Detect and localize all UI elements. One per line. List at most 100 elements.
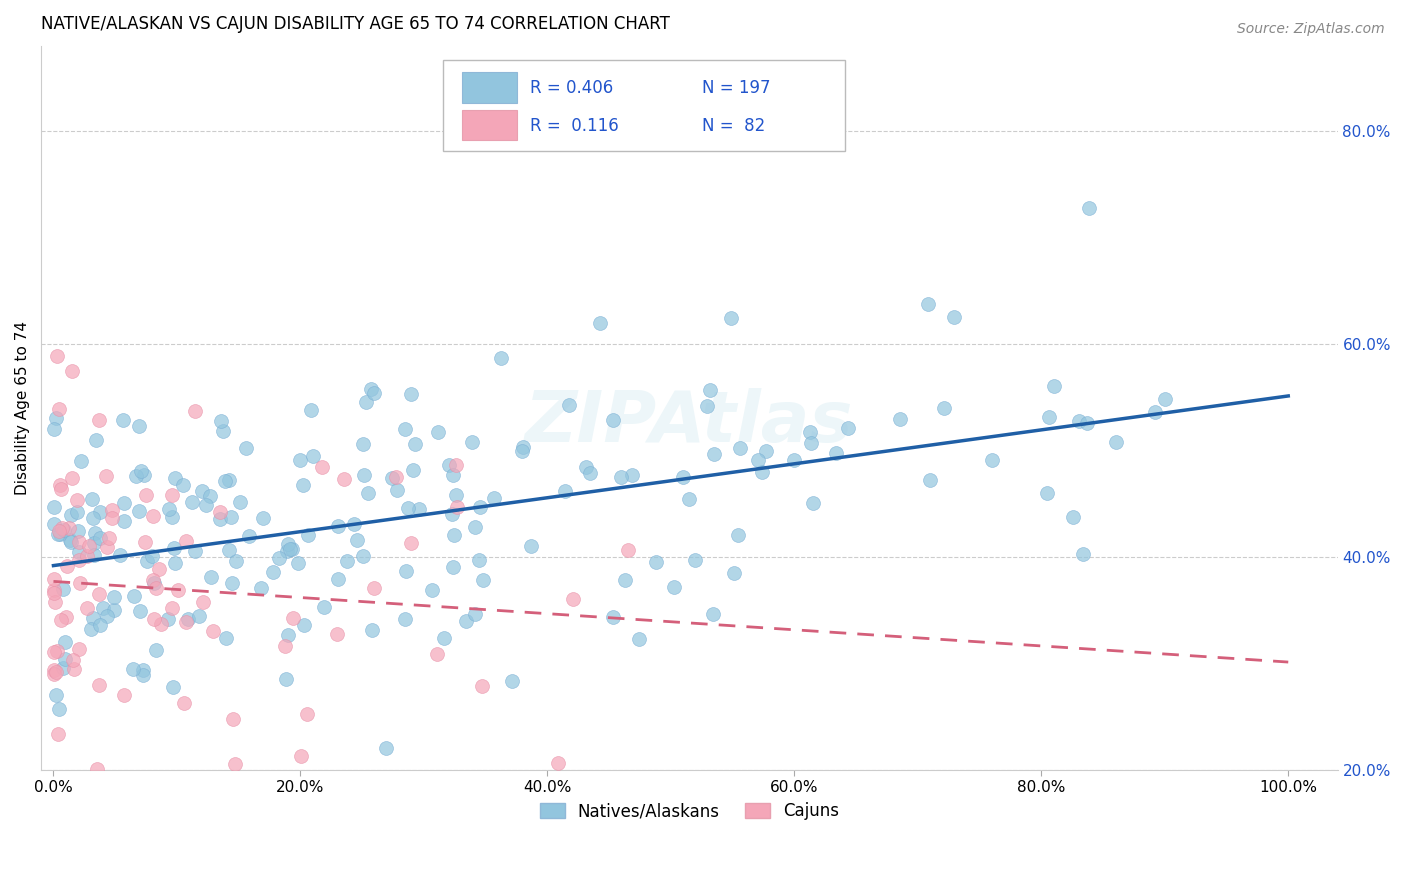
Point bbox=[44, 595, 66, 609]
Point bbox=[454, 615, 477, 629]
Point bbox=[1077, 202, 1099, 216]
Point bbox=[520, 539, 543, 553]
Point bbox=[408, 501, 430, 516]
Point bbox=[346, 533, 368, 547]
Point bbox=[471, 680, 494, 694]
Point bbox=[720, 310, 742, 325]
Point bbox=[174, 533, 197, 548]
Point bbox=[98, 532, 121, 546]
Point bbox=[163, 541, 186, 555]
Point bbox=[79, 622, 101, 636]
Point bbox=[297, 707, 319, 722]
Point bbox=[51, 483, 73, 497]
Point bbox=[1154, 392, 1177, 406]
Point bbox=[235, 441, 257, 455]
Point bbox=[920, 473, 942, 487]
Point bbox=[55, 558, 77, 573]
Point bbox=[297, 528, 319, 542]
Point bbox=[156, 612, 179, 626]
Point bbox=[723, 566, 745, 580]
Point bbox=[82, 510, 104, 524]
Point bbox=[352, 549, 374, 563]
Point bbox=[837, 420, 859, 434]
Point bbox=[83, 536, 105, 550]
Point bbox=[66, 492, 89, 507]
Point bbox=[1038, 410, 1060, 425]
Point bbox=[292, 618, 315, 632]
Point bbox=[799, 425, 821, 440]
Point bbox=[484, 491, 506, 505]
Point bbox=[889, 411, 911, 425]
Point bbox=[69, 553, 91, 567]
Point bbox=[53, 652, 76, 666]
Point bbox=[381, 471, 404, 485]
Point bbox=[444, 458, 467, 472]
Y-axis label: Disability Age 65 to 74: Disability Age 65 to 74 bbox=[15, 321, 30, 495]
Point bbox=[276, 673, 298, 687]
Point bbox=[89, 531, 111, 545]
Point bbox=[443, 528, 465, 542]
Point bbox=[262, 566, 284, 580]
Point bbox=[59, 533, 82, 548]
Point bbox=[67, 642, 90, 657]
Point bbox=[1042, 379, 1064, 393]
Point bbox=[672, 470, 695, 484]
Point bbox=[433, 631, 456, 645]
Point bbox=[96, 541, 118, 555]
Point bbox=[79, 539, 101, 553]
Text: Source: ZipAtlas.com: Source: ZipAtlas.com bbox=[1237, 22, 1385, 37]
Point bbox=[267, 551, 290, 566]
Point bbox=[363, 581, 385, 595]
Point bbox=[441, 468, 464, 483]
Point bbox=[42, 645, 65, 659]
Point bbox=[1069, 414, 1091, 428]
Point bbox=[751, 465, 773, 479]
Point bbox=[181, 495, 204, 509]
Point bbox=[82, 491, 104, 506]
Point bbox=[441, 559, 464, 574]
Point bbox=[470, 500, 492, 515]
Point bbox=[135, 488, 157, 502]
Point bbox=[46, 727, 69, 741]
Point bbox=[558, 397, 581, 411]
Point bbox=[122, 662, 145, 676]
Point bbox=[699, 383, 721, 397]
Point bbox=[224, 756, 246, 771]
Point bbox=[489, 351, 512, 365]
Point bbox=[162, 488, 184, 502]
Point bbox=[134, 534, 156, 549]
Point bbox=[191, 595, 214, 609]
Point bbox=[374, 740, 396, 755]
Point bbox=[84, 433, 107, 447]
Point bbox=[501, 674, 523, 689]
Point bbox=[52, 660, 75, 674]
Point bbox=[48, 524, 70, 539]
Point bbox=[468, 553, 491, 567]
Point bbox=[194, 498, 217, 512]
Point bbox=[249, 581, 271, 595]
Point bbox=[917, 297, 939, 311]
Point bbox=[87, 587, 110, 601]
Point bbox=[252, 511, 274, 525]
Point bbox=[82, 610, 104, 624]
Point bbox=[437, 458, 460, 472]
Point bbox=[101, 511, 124, 525]
Point bbox=[52, 523, 75, 537]
Point bbox=[48, 401, 70, 416]
FancyBboxPatch shape bbox=[443, 60, 845, 151]
Point bbox=[46, 644, 69, 658]
Point bbox=[45, 688, 67, 702]
Point bbox=[62, 653, 84, 667]
Point bbox=[60, 364, 83, 378]
Point bbox=[198, 489, 221, 503]
Text: R =  0.116: R = 0.116 bbox=[530, 117, 619, 135]
Point bbox=[48, 527, 70, 541]
Point bbox=[142, 508, 165, 523]
Point bbox=[218, 543, 240, 558]
Point bbox=[644, 555, 666, 569]
Point bbox=[554, 484, 576, 499]
Point bbox=[108, 549, 131, 563]
Point bbox=[209, 414, 232, 428]
Point bbox=[512, 441, 534, 455]
Point bbox=[1071, 547, 1094, 561]
